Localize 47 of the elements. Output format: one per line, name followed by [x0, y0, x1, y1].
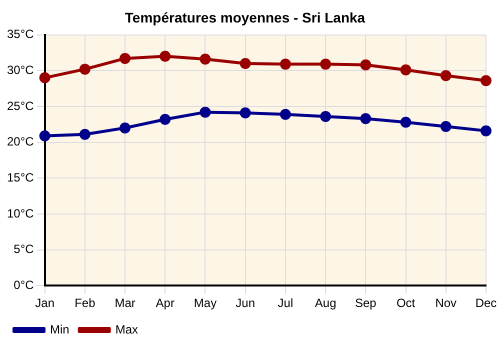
x-tick-label: Mar	[114, 296, 136, 310]
x-tick-label: May	[194, 296, 217, 310]
point	[440, 70, 452, 82]
y-tick-label: 30°C	[7, 62, 34, 77]
point	[360, 113, 372, 124]
x-tick-label: Jan	[35, 296, 54, 310]
x-tick-label: Jun	[236, 296, 256, 310]
point	[39, 130, 50, 142]
y-tick-label: 20°C	[7, 134, 34, 149]
point	[400, 64, 412, 76]
x-tick-label: Feb	[74, 296, 96, 310]
x-tick-label: Oct	[396, 296, 416, 310]
point	[200, 54, 211, 65]
x-tick-label: Aug	[314, 296, 336, 310]
point	[280, 58, 291, 70]
point	[320, 58, 332, 70]
point	[480, 125, 492, 136]
x-tick-label: Sep	[354, 296, 377, 310]
y-tick-label: 5°C	[14, 242, 34, 256]
x-tick-label: Apr	[156, 296, 174, 310]
point	[240, 107, 251, 118]
y-tick-label: 0°C	[14, 278, 34, 292]
point	[400, 116, 412, 128]
point	[320, 110, 332, 122]
legend-label: Min	[50, 322, 70, 336]
legend-label: Max	[115, 322, 138, 336]
point	[120, 52, 131, 64]
y-tick-label: 10°C	[7, 206, 34, 220]
point	[240, 58, 251, 69]
x-tick-label: Jul	[278, 296, 294, 310]
point	[480, 75, 492, 86]
point	[39, 72, 50, 84]
y-tick-label: 25°C	[7, 98, 34, 113]
point	[160, 114, 171, 125]
point	[79, 64, 90, 75]
x-tick-label: Nov	[435, 296, 457, 310]
chart-title: Températures moyennes - Sri Lanka	[124, 9, 366, 26]
point	[440, 121, 452, 132]
y-tick-label: 35°C	[7, 27, 34, 42]
point	[280, 108, 291, 120]
point	[360, 59, 372, 70]
point	[200, 106, 211, 118]
y-tick-label: 15°C	[7, 170, 34, 184]
point	[120, 122, 131, 134]
point	[79, 128, 90, 140]
point	[160, 50, 171, 62]
x-tick-label: Dec	[475, 296, 497, 310]
